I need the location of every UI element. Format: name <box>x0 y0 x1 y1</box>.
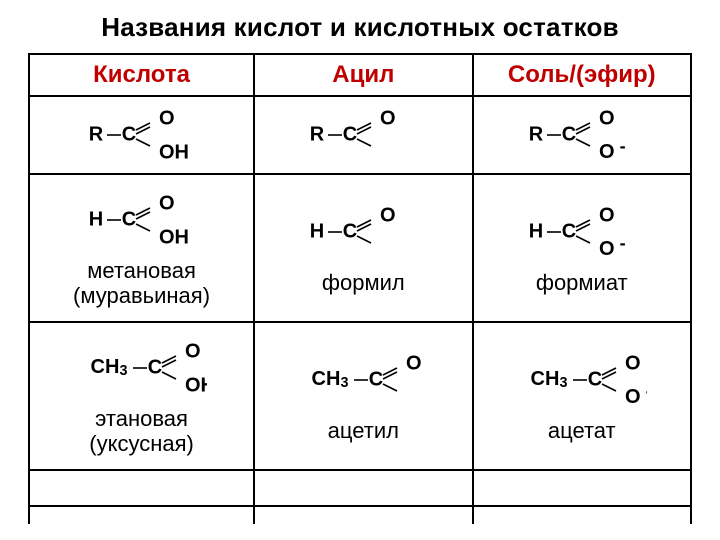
caption-formic-acid: метановая(муравьиная) <box>73 258 210 309</box>
cell-generic-acyl: RC O <box>254 96 472 174</box>
header-salt: Соль/(эфир) <box>473 54 691 96</box>
svg-text:OH: OH <box>185 374 207 396</box>
empty-cell <box>254 506 472 524</box>
svg-text:CH3: CH3 <box>90 356 127 378</box>
svg-text:O: O <box>599 107 615 129</box>
svg-text:O: O <box>185 340 201 362</box>
svg-text:C: C <box>588 369 602 391</box>
empty-cell <box>29 506 254 524</box>
cell-formic-acid: HC O OH метановая(муравьиная) <box>29 174 254 322</box>
page: Названия кислот и кислотных остатков Кис… <box>0 0 720 540</box>
header-acid: Кислота <box>29 54 254 96</box>
svg-text:CH3: CH3 <box>312 369 349 391</box>
cell-acetic-acid: CH3 C O OH этановая(уксусная) <box>29 322 254 470</box>
caption-formate: формиат <box>536 270 628 295</box>
formic-row: HCOOH метановая(муравьиная) HCO формил H… <box>29 174 691 322</box>
svg-text:C: C <box>343 123 357 145</box>
svg-text:C: C <box>121 123 135 145</box>
svg-text:OH: OH <box>159 141 189 163</box>
svg-text:O: O <box>380 205 396 227</box>
cell-formate: HC O O - формиат <box>473 174 691 322</box>
svg-text:C: C <box>562 221 576 243</box>
cell-generic-acid: RC O OH <box>29 96 254 174</box>
cell-formyl: HC O формил <box>254 174 472 322</box>
caption-acetyl: ацетил <box>328 418 399 443</box>
header-acyl: Ацил <box>254 54 472 96</box>
page-title: Названия кислот и кислотных остатков <box>28 12 692 43</box>
cell-acetyl: CH3 C O ацетил <box>254 322 472 470</box>
svg-text:O -: O - <box>599 234 626 261</box>
empty-cell <box>473 506 691 524</box>
generic-row: RCOOH RCO RCOO - <box>29 96 691 174</box>
acetic-row: CH3COOH этановая(уксусная) CH3CO ацетил … <box>29 322 691 470</box>
header-row: Кислота Ацил Соль/(эфир) <box>29 54 691 96</box>
svg-text:O -: O - <box>625 382 647 409</box>
caption-acetic-acid: этановая(уксусная) <box>89 406 194 457</box>
empty-row-2 <box>29 506 691 524</box>
cell-acetate: CH3 C O O - ацетат <box>473 322 691 470</box>
svg-text:O: O <box>599 205 615 227</box>
svg-text:C: C <box>147 356 161 378</box>
svg-text:R: R <box>310 123 325 145</box>
svg-text:O: O <box>625 353 641 375</box>
cell-generic-salt: RC O O - <box>473 96 691 174</box>
svg-text:H: H <box>310 221 324 243</box>
empty-cell <box>29 470 254 506</box>
empty-cell <box>473 470 691 506</box>
svg-text:H: H <box>529 221 543 243</box>
caption-formyl: формил <box>322 270 405 295</box>
svg-text:R: R <box>529 123 544 145</box>
svg-text:O: O <box>159 192 175 214</box>
svg-text:R: R <box>88 123 103 145</box>
svg-text:O: O <box>406 353 422 375</box>
svg-text:O -: O - <box>599 136 626 163</box>
svg-text:CH3: CH3 <box>530 369 567 391</box>
svg-text:O: O <box>380 107 396 129</box>
svg-text:O: O <box>159 107 175 129</box>
empty-row-1 <box>29 470 691 506</box>
svg-text:C: C <box>121 208 135 230</box>
svg-text:C: C <box>369 369 383 391</box>
empty-cell <box>254 470 472 506</box>
caption-acetate: ацетат <box>548 418 616 443</box>
svg-text:C: C <box>562 123 576 145</box>
acids-table: Кислота Ацил Соль/(эфир) RCOOH RCO RCOO … <box>28 53 692 524</box>
svg-text:H: H <box>88 208 102 230</box>
svg-text:C: C <box>343 221 357 243</box>
svg-text:OH: OH <box>159 226 189 248</box>
